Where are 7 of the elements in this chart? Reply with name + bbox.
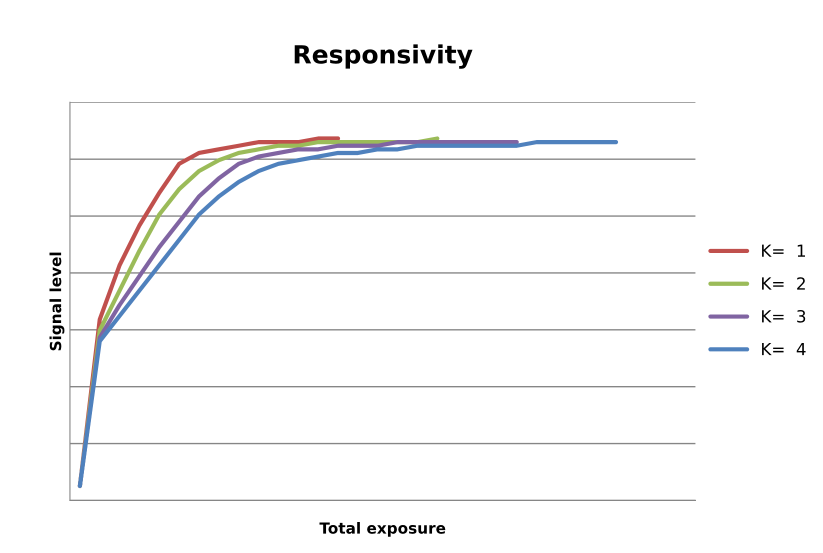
legend-label: K= 1 <box>762 244 805 257</box>
x-axis-title: Total exposure <box>319 522 446 537</box>
y-axis-title: Signal level <box>49 252 64 350</box>
legend-label: K= 4 <box>762 343 806 356</box>
legend-label: K= 3 <box>762 310 806 323</box>
chart-title: Responsivity <box>294 44 472 69</box>
legend-label: K= 2 <box>762 277 805 290</box>
